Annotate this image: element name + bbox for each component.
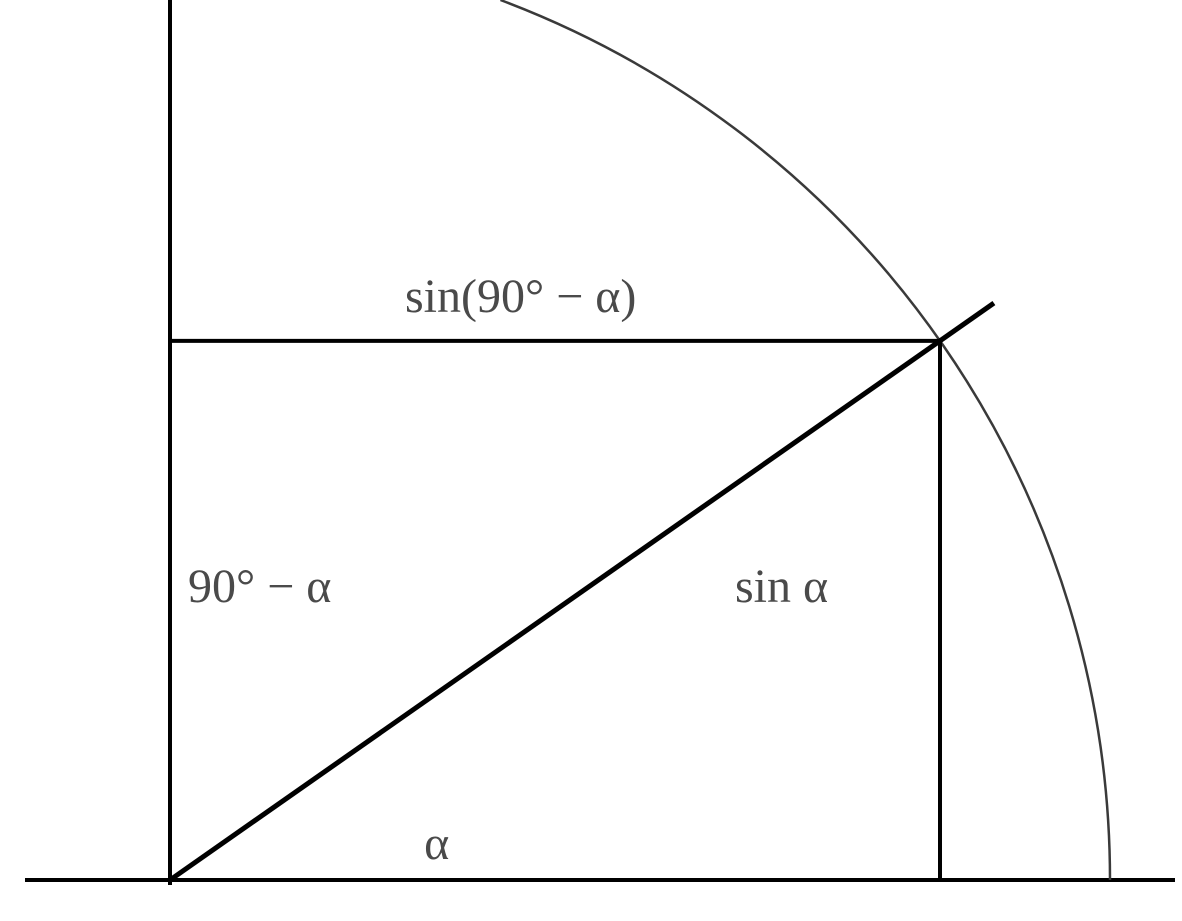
trig-diagram [0, 0, 1182, 921]
label-sin-alpha: sin α [735, 559, 828, 614]
label-complement-angle: 90° − α [188, 559, 331, 614]
label-sin-complement: sin(90° − α) [405, 269, 636, 324]
label-alpha: α [424, 816, 449, 871]
